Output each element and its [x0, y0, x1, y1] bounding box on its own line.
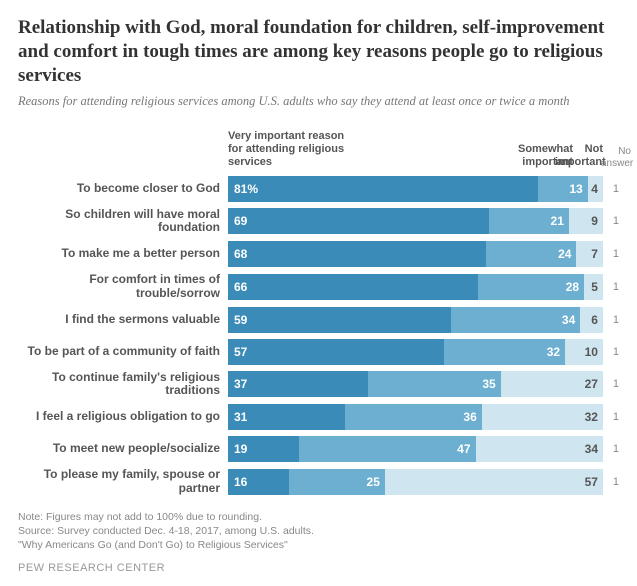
footer-attribution: PEW RESEARCH CENTER: [18, 562, 619, 574]
chart-row: To become closer to God81%1341: [18, 176, 619, 202]
chart-row: To please my family, spouse or partner16…: [18, 468, 619, 496]
bar-segment-somewhat: 32: [444, 339, 565, 365]
note-line: "Why Americans Go (and Don't Go) to Reli…: [18, 538, 619, 552]
bar-segment-not: 27: [501, 371, 603, 397]
row-label: To please my family, spouse or partner: [18, 468, 228, 496]
chart-row: I feel a religious obligation to go31363…: [18, 404, 619, 430]
row-label: I find the sermons valuable: [18, 313, 228, 327]
bar-track: 313632: [228, 404, 603, 430]
chart-row: I find the sermons valuable593461: [18, 307, 619, 333]
bar-segment-very: 57: [228, 339, 444, 365]
bar-segment-very: 69: [228, 208, 489, 234]
no-answer-value: 1: [603, 183, 619, 195]
bar-segment-not: 9: [569, 208, 603, 234]
bar-track: 81%134: [228, 176, 603, 202]
row-label: To make me a better person: [18, 247, 228, 261]
chart-title: Relationship with God, moral foundation …: [18, 16, 619, 87]
bar-segment-somewhat: 13: [538, 176, 588, 202]
chart-row: To meet new people/socialize1947341: [18, 436, 619, 462]
chart-row: To be part of a community of faith573210…: [18, 339, 619, 365]
bar-segment-not: 32: [482, 404, 603, 430]
chart-notes: Note: Figures may not add to 100% due to…: [18, 510, 619, 553]
bar-segment-somewhat: 47: [299, 436, 475, 462]
row-label: To be part of a community of faith: [18, 345, 228, 359]
row-label: To become closer to God: [18, 182, 228, 196]
bar-segment-somewhat: 36: [345, 404, 481, 430]
bar-track: 68247: [228, 241, 603, 267]
bar-track: 373527: [228, 371, 603, 397]
bar-segment-not: 34: [476, 436, 604, 462]
bar-segment-very: 19: [228, 436, 299, 462]
chart-rows: To become closer to God81%1341So childre…: [18, 176, 619, 496]
header-very-important: Very important reasonfor attending relig…: [228, 130, 388, 170]
no-answer-value: 1: [603, 443, 619, 455]
no-answer-value: 1: [603, 378, 619, 390]
row-label: To meet new people/socialize: [18, 442, 228, 456]
bar-segment-very: 31: [228, 404, 345, 430]
bar-segment-very: 66: [228, 274, 478, 300]
no-answer-value: 1: [603, 314, 619, 326]
row-label: To continue family's religious tradition…: [18, 371, 228, 399]
bar-segment-somewhat: 21: [489, 208, 569, 234]
column-headers: Very important reasonfor attending relig…: [18, 124, 619, 172]
row-label: So children will have moral foundation: [18, 208, 228, 236]
no-answer-value: 1: [603, 476, 619, 488]
bar-segment-somewhat: 34: [451, 307, 580, 333]
bar-segment-not: 7: [576, 241, 603, 267]
bar-track: 59346: [228, 307, 603, 333]
no-answer-value: 1: [603, 411, 619, 423]
bar-segment-not: 57: [385, 469, 603, 495]
header-not-important: Notimportant: [555, 143, 603, 169]
chart-row: To continue family's religious tradition…: [18, 371, 619, 399]
bar-segment-somewhat: 24: [486, 241, 577, 267]
bar-track: 573210: [228, 339, 603, 365]
bar-track: 66285: [228, 274, 603, 300]
bar-segment-not: 5: [584, 274, 603, 300]
bar-segment-very: 59: [228, 307, 451, 333]
bar-segment-not: 4: [588, 176, 603, 202]
bar-segment-somewhat: 28: [478, 274, 584, 300]
note-line: Note: Figures may not add to 100% due to…: [18, 510, 619, 524]
no-answer-value: 1: [603, 215, 619, 227]
bar-segment-not: 10: [565, 339, 603, 365]
bar-track: 162557: [228, 469, 603, 495]
chart-subtitle: Reasons for attending religious services…: [18, 93, 619, 109]
bar-segment-somewhat: 25: [289, 469, 385, 495]
no-answer-value: 1: [603, 281, 619, 293]
bar-track: 69219: [228, 208, 603, 234]
chart-row: For comfort in times of trouble/sorrow66…: [18, 273, 619, 301]
chart-row: So children will have moral foundation69…: [18, 208, 619, 236]
bar-segment-very: 16: [228, 469, 289, 495]
bar-segment-somewhat: 35: [368, 371, 501, 397]
row-label: For comfort in times of trouble/sorrow: [18, 273, 228, 301]
no-answer-value: 1: [603, 248, 619, 260]
bar-segment-very: 68: [228, 241, 486, 267]
row-label: I feel a religious obligation to go: [18, 410, 228, 424]
bar-segment-not: 6: [580, 307, 603, 333]
header-no-answer: Noanswer: [601, 146, 631, 170]
bar-segment-very: 81%: [228, 176, 538, 202]
note-line: Source: Survey conducted Dec. 4-18, 2017…: [18, 524, 619, 538]
chart-row: To make me a better person682471: [18, 241, 619, 267]
no-answer-value: 1: [603, 346, 619, 358]
bar-segment-very: 37: [228, 371, 368, 397]
bar-track: 194734: [228, 436, 603, 462]
